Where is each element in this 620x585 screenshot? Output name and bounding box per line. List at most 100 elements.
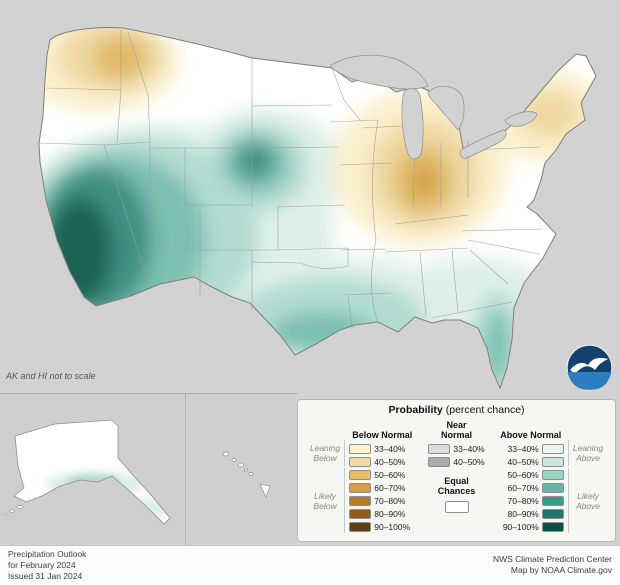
legend-row: 40–50% (428, 455, 485, 468)
legend-row-label: 90–100% (502, 521, 539, 532)
equal-chances-label: Equal (444, 476, 469, 486)
equal-chances: Equal Chances (437, 476, 476, 513)
legend-swatch (349, 508, 372, 519)
footer-issued: Issued 31 Jan 2024 (8, 571, 83, 581)
legend-row: 80–90% (498, 507, 564, 520)
likely-below-label: Likely Below (306, 468, 345, 533)
legend-row: 70–80% (349, 494, 415, 507)
alaska-inset (0, 394, 186, 546)
legend-swatch (541, 508, 564, 519)
noaa-gull-icon (570, 357, 608, 373)
footer-title: Precipitation Outlook (8, 549, 87, 559)
legend-row: 60–70% (498, 481, 564, 494)
legend-swatch (349, 456, 372, 467)
legend-row: 90–100% (498, 520, 564, 533)
legend-title-bold: Probability (388, 404, 443, 416)
legend-row: 33–40% (349, 442, 415, 455)
label-line: Leaning (572, 443, 604, 453)
hawaii-map (222, 451, 271, 498)
noaa-logo (566, 344, 613, 391)
legend-row-label: 70–80% (374, 495, 406, 506)
legend-panel: Probability (percent chance) Leaning Belo… (297, 399, 616, 542)
legend-swatch (541, 521, 564, 532)
legend-row-label: 80–90% (507, 508, 539, 519)
legend-row-label: 80–90% (374, 508, 406, 519)
leaning-below-label: Leaning Below (306, 440, 345, 466)
label-line: Below (313, 453, 337, 463)
legend-row: 50–60% (349, 468, 415, 481)
above-normal-rows: 33–40% 40–50% 50–60% 60–70% 70–80% 80–90% 90–1… (498, 442, 564, 533)
below-normal-rows: 33–40% 40–50% 50–60% 60–70% 70–80% 80–90% 90–1… (349, 442, 415, 533)
near-normal-rows: 33–40% 40–50% (428, 442, 485, 468)
legend-swatch (541, 482, 564, 493)
label-line: Likely (314, 490, 336, 501)
above-normal-column: Above Normal 33–40% 40–50% 50–60% 60–70% 70–… (498, 420, 564, 533)
legend-row: 60–70% (349, 481, 415, 494)
legend-swatch (349, 443, 372, 454)
footer-period: for February 2024 (8, 560, 76, 570)
legend-row-label: 50–60% (374, 469, 406, 480)
equal-chances-label: Chances (437, 486, 476, 496)
legend-row-label: 60–70% (507, 482, 539, 493)
legend-row: 40–50% (498, 455, 564, 468)
label-line: Below (313, 500, 337, 511)
legend-row: 33–40% (428, 442, 485, 455)
leaning-above-label: Leaning Above (568, 440, 607, 466)
footer-bar: Precipitation Outlook for February 2024 … (0, 545, 620, 585)
legend-row: 50–60% (498, 468, 564, 481)
legend-row: 70–80% (498, 494, 564, 507)
legend-row-label: 50–60% (507, 469, 539, 480)
footer-source: NWS Climate Prediction Center (492, 554, 612, 564)
legend-row: 90–100% (349, 520, 415, 533)
legend-row-label: 90–100% (374, 521, 411, 532)
label-line: Above (575, 453, 601, 463)
near-normal-column: Near Normal 33–40% 40–50% Equal Chances (417, 420, 497, 533)
legend-row-label: 33–40% (374, 443, 406, 454)
likely-above-label: Likely Above (568, 468, 607, 533)
footer-right-text: NWS Climate Prediction Center Map by NOA… (493, 554, 612, 576)
near-normal-header: Near Normal (441, 420, 472, 442)
above-side-labels: Leaning Above Likely Above (565, 420, 607, 533)
conus-precipitation-map (38, 27, 597, 390)
below-normal-header: Below Normal (352, 429, 413, 440)
inset-area (0, 393, 297, 546)
label-line: Likely (577, 490, 599, 501)
label-line: Leaning (309, 443, 341, 453)
legend-row-label: 40–50% (374, 456, 406, 467)
legend-swatch (349, 469, 372, 480)
legend-swatch (541, 456, 564, 467)
legend-row: 80–90% (349, 507, 415, 520)
label-line: Above (575, 500, 601, 511)
legend-swatch (349, 482, 372, 493)
noaa-logo-sea (567, 372, 612, 390)
legend-row-label: 40–50% (507, 456, 539, 467)
hawaiian-islands (222, 451, 271, 498)
legend-row-label: 33–40% (507, 443, 539, 454)
legend-row-label: 60–70% (374, 482, 406, 493)
great-lakes (329, 54, 537, 160)
legend-row-label: 33–40% (453, 443, 485, 454)
legend-row-label: 40–50% (453, 456, 485, 467)
label-line: Normal (440, 429, 472, 440)
below-normal-column: Below Normal 33–40% 40–50% 50–60% 60–70% 70–… (349, 420, 415, 533)
above-normal-header: Above Normal (500, 429, 562, 440)
legend-body: Leaning Below Likely Below Below Normal … (304, 420, 609, 533)
legend-swatch (541, 469, 564, 480)
footer-credit: Map by NOAA Climate.gov (510, 565, 612, 575)
alaska-map (2, 419, 171, 525)
label-line: Near (446, 420, 467, 430)
legend-swatch (428, 456, 451, 467)
legend-swatch (349, 495, 372, 506)
legend-row: 33–40% (498, 442, 564, 455)
equal-chances-swatch (444, 501, 469, 513)
legend-swatch (541, 495, 564, 506)
aleutian-islands (2, 505, 24, 516)
scale-note: AK and HI not to scale (6, 371, 96, 381)
legend-row-label: 70–80% (507, 495, 539, 506)
legend-swatch (428, 443, 451, 454)
us-border (38, 27, 597, 390)
legend-row: 40–50% (349, 455, 415, 468)
state-borders (38, 30, 544, 329)
legend-title: Probability (percent chance) (304, 404, 609, 417)
